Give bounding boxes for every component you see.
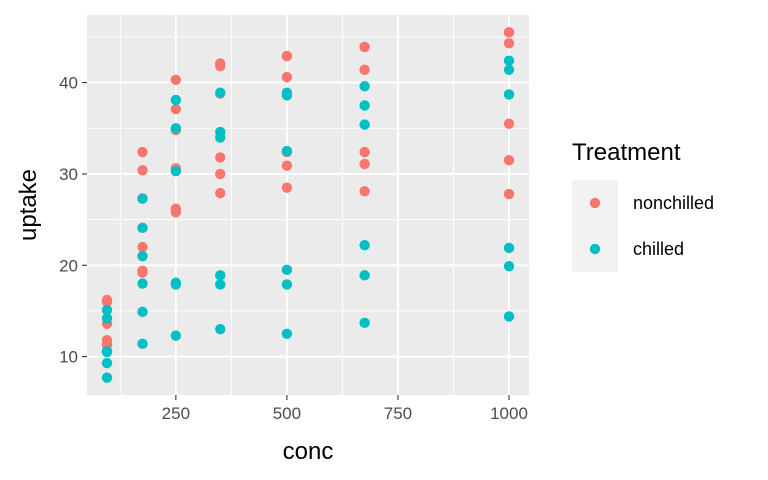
minor-gridlines [87, 15, 529, 395]
data-point-chilled [137, 338, 148, 350]
data-point-chilled [503, 55, 515, 66]
data-point-chilled [137, 306, 148, 318]
data-point-chilled [101, 304, 113, 316]
data-point-chilled [503, 311, 515, 322]
data-point-nonchilled [215, 152, 226, 163]
data-point-chilled [281, 328, 293, 339]
y-tick-label: 40 [59, 74, 78, 93]
data-point-chilled [359, 100, 370, 111]
y-tick-label: 20 [59, 256, 78, 275]
x-axis-title: conc [283, 438, 334, 465]
data-point-chilled [503, 261, 515, 272]
data-point-chilled [503, 64, 515, 76]
data-point-chilled [359, 239, 370, 251]
data-point-chilled [215, 132, 226, 143]
data-point-nonchilled [137, 165, 148, 176]
legend-swatch-chilled [589, 243, 601, 255]
x-tick-label: 250 [162, 404, 190, 423]
data-point-nonchilled [281, 160, 293, 171]
data-point-chilled [359, 81, 370, 92]
data-point-nonchilled [170, 203, 182, 214]
legend-items: nonchilled chilled [572, 180, 714, 272]
data-point-nonchilled [101, 334, 113, 346]
legend-title: Treatment [572, 139, 681, 166]
data-point-nonchilled [359, 158, 370, 170]
data-point-nonchilled [359, 41, 370, 53]
data-point-nonchilled [281, 50, 293, 62]
data-point-nonchilled [503, 155, 515, 166]
data-point-nonchilled [215, 58, 226, 69]
legend: Treatment nonchilled chilled [572, 139, 714, 272]
data-point-chilled [101, 372, 113, 383]
data-point-nonchilled [503, 38, 515, 49]
x-tick-label: 1000 [490, 404, 528, 423]
data-point-chilled [359, 119, 370, 130]
y-axis-title: uptake [15, 169, 42, 241]
data-points [101, 27, 515, 383]
plot-panel [87, 15, 529, 395]
data-point-nonchilled [137, 267, 148, 278]
data-point-nonchilled [281, 71, 293, 83]
data-point-chilled [215, 87, 226, 98]
data-point-chilled [503, 89, 515, 100]
legend-label-nonchilled: nonchilled [633, 193, 714, 213]
x-axis-ticks: 250 500 750 1000 [162, 395, 528, 423]
data-point-chilled [215, 270, 226, 281]
data-point-chilled [137, 222, 148, 234]
data-point-chilled [101, 357, 113, 369]
data-point-chilled [359, 270, 370, 281]
data-point-nonchilled [170, 103, 182, 115]
data-point-chilled [359, 317, 370, 329]
y-tick-label: 10 [59, 348, 78, 367]
data-point-chilled [281, 264, 293, 276]
data-point-chilled [101, 346, 113, 358]
data-point-nonchilled [359, 146, 370, 158]
data-point-nonchilled [359, 186, 370, 197]
data-point-nonchilled [503, 118, 515, 129]
data-point-nonchilled [503, 27, 515, 38]
legend-swatch-nonchilled [589, 197, 601, 209]
x-tick-label: 500 [273, 404, 301, 423]
data-point-chilled [137, 278, 148, 289]
y-tick-label: 30 [59, 165, 78, 184]
data-point-chilled [137, 193, 148, 204]
data-point-nonchilled [359, 64, 370, 76]
data-point-chilled [281, 279, 293, 290]
data-point-chilled [170, 123, 182, 134]
data-point-nonchilled [215, 187, 226, 199]
data-point-nonchilled [101, 294, 113, 306]
data-point-nonchilled [503, 188, 515, 200]
data-point-chilled [281, 90, 293, 101]
data-point-chilled [170, 166, 182, 177]
data-point-chilled [215, 324, 226, 335]
data-point-nonchilled [137, 241, 148, 253]
data-point-nonchilled [215, 168, 226, 180]
y-axis-ticks: 10 20 30 40 [59, 74, 87, 367]
data-point-chilled [503, 242, 515, 254]
data-point-chilled [137, 250, 148, 262]
data-point-nonchilled [281, 182, 293, 193]
data-point-chilled [101, 313, 113, 324]
x-tick-label: 750 [384, 404, 412, 423]
data-point-chilled [281, 145, 293, 157]
data-point-chilled [215, 279, 226, 290]
data-point-chilled [170, 94, 182, 106]
legend-label-chilled: chilled [633, 239, 684, 259]
data-point-nonchilled [137, 146, 148, 158]
data-point-chilled [170, 279, 182, 290]
data-point-chilled [170, 330, 182, 341]
data-point-nonchilled [170, 74, 182, 86]
